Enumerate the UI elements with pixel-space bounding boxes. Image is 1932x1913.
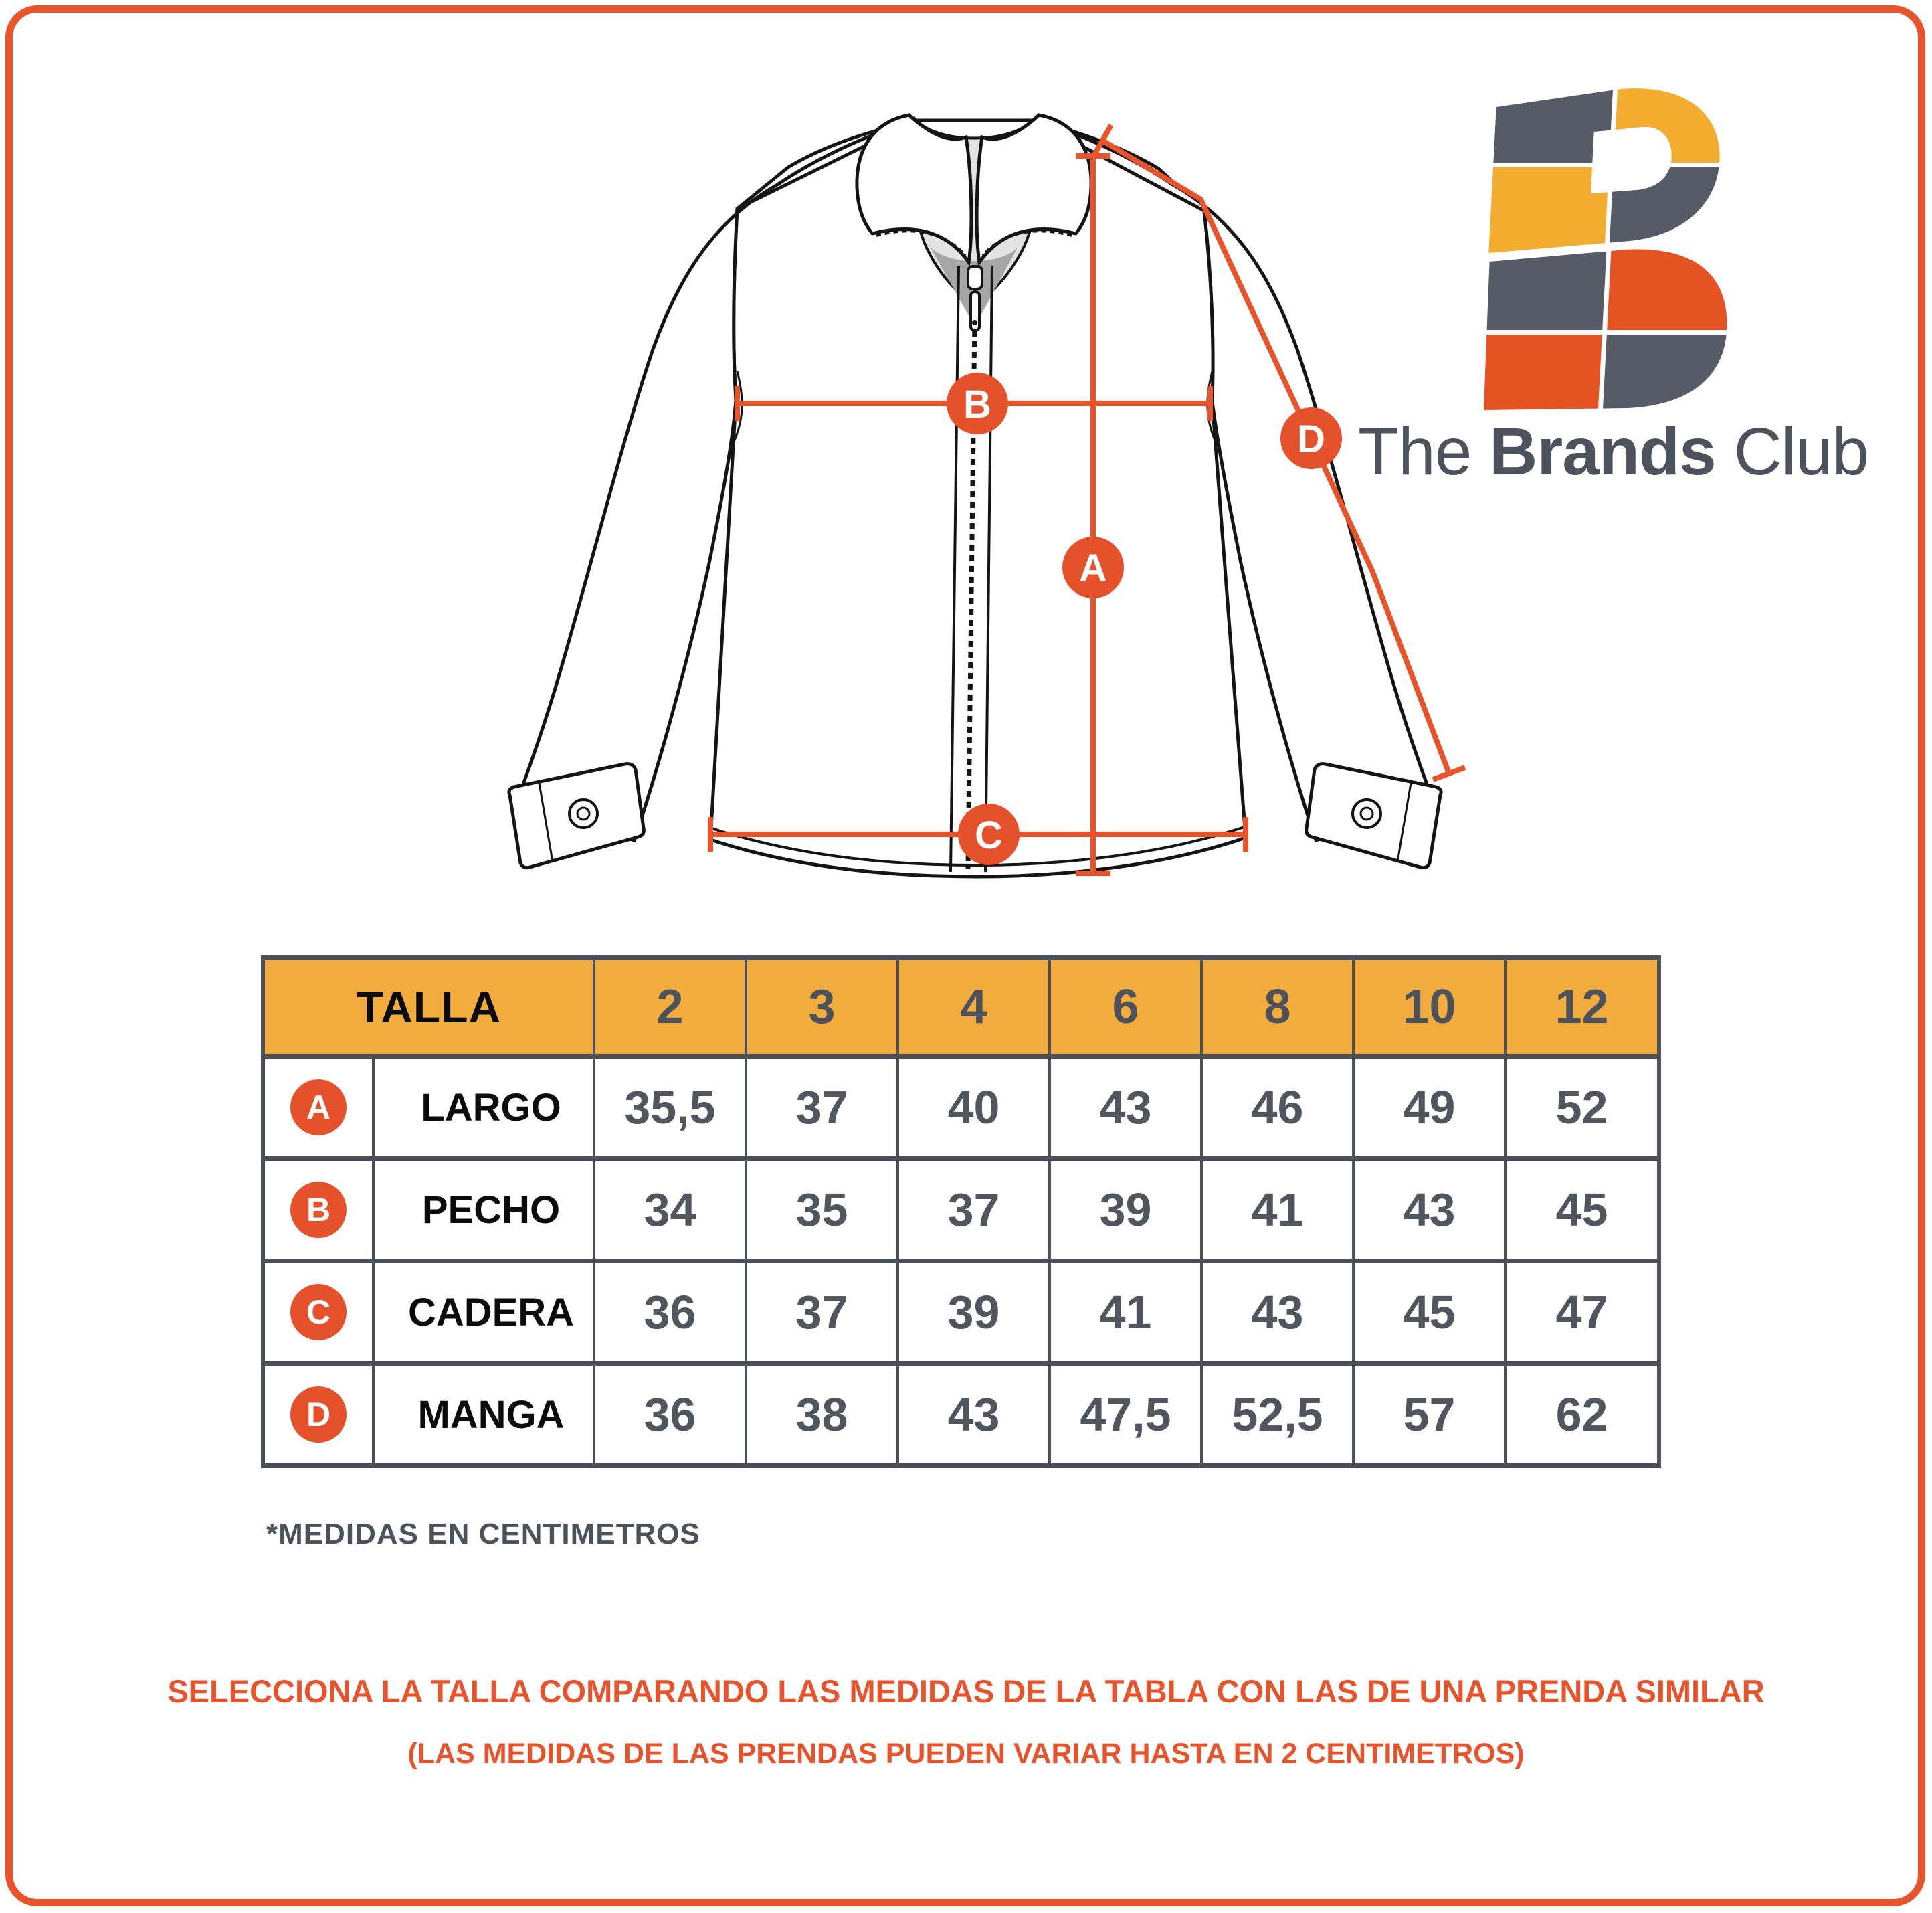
cell-value: 62 (1504, 1361, 1660, 1468)
row-badge-c: C (290, 1284, 347, 1340)
cell-value: 46 (1200, 1054, 1355, 1161)
cell-value: 43 (896, 1361, 1051, 1468)
cell-value: 45 (1352, 1259, 1507, 1366)
row-badge-d: D (290, 1386, 347, 1443)
instruction-line-2: (LAS MEDIDAS DE LAS PRENDAS PUEDEN VARIA… (407, 1738, 1525, 1770)
size-col-header: 12 (1504, 955, 1660, 1059)
cell-value: 39 (1048, 1156, 1203, 1263)
measure-badge-c: C (975, 814, 1003, 857)
cell-value: 43 (1200, 1259, 1355, 1366)
row-label: MANGA (417, 1392, 565, 1437)
cell-value: 36 (593, 1361, 747, 1468)
size-table-header-talla: TALLA (262, 955, 595, 1059)
cell-value: 40 (896, 1054, 1051, 1161)
size-col-header: 6 (1048, 955, 1203, 1059)
size-col-header: 2 (593, 955, 747, 1059)
cell-value: 43 (1352, 1156, 1507, 1263)
cell-value: 35 (745, 1156, 899, 1263)
right-sleeve (1032, 118, 1437, 843)
row-label: CADERA (407, 1290, 575, 1334)
table-row-largo: A LARGO 35,5 37 40 43 46 49 52 (262, 1054, 1660, 1161)
hem-stitch-line (711, 826, 1245, 867)
brand-logo-text: The Brands Club (1358, 414, 1893, 490)
cell-value: 41 (1048, 1259, 1203, 1366)
cell-value: 57 (1352, 1361, 1507, 1468)
cell-value: 38 (745, 1361, 899, 1468)
jacket-measurement-diagram: B A C D (507, 113, 1466, 879)
measure-badges: B A C D (947, 373, 1342, 865)
units-footnote: *MEDIDAS EN CENTIMETROS (266, 1518, 700, 1550)
measure-badge-d: D (1297, 418, 1325, 461)
cell-value: 34 (593, 1156, 747, 1263)
cell-value: 49 (1352, 1054, 1507, 1161)
page-border-frame (5, 5, 1925, 1906)
cell-value: 52,5 (1200, 1361, 1355, 1468)
size-table: TALLA 2 3 4 6 8 10 12 A LARGO 35,5 37 40… (261, 955, 1661, 1468)
size-col-header: 10 (1352, 955, 1507, 1059)
size-table-header-row: TALLA 2 3 4 6 8 10 12 (262, 955, 1660, 1059)
table-row-pecho: B PECHO 34 35 37 39 41 43 45 (262, 1156, 1660, 1263)
measure-badge-b: B (963, 383, 991, 426)
brand-word-the: The (1358, 414, 1472, 489)
right-cuff (1305, 762, 1443, 870)
size-col-header: 3 (745, 955, 899, 1059)
cell-value: 37 (896, 1156, 1051, 1263)
left-sleeve (513, 118, 918, 843)
cell-value: 43 (1048, 1054, 1203, 1161)
measure-line-a (1076, 153, 1110, 876)
table-row-cadera: C CADERA 36 37 39 41 43 45 47 (262, 1259, 1660, 1366)
size-col-header: 4 (896, 955, 1051, 1059)
brand-word-brands: Brands (1489, 414, 1717, 489)
brand-logo-icon (1482, 88, 1731, 410)
cell-value: 35,5 (593, 1054, 747, 1161)
sizing-instructions: SELECCIONA LA TALLA COMPARANDO LAS MEDID… (0, 1673, 1932, 1770)
cell-value: 52 (1504, 1054, 1660, 1161)
cell-value: 45 (1504, 1156, 1660, 1263)
row-label: PECHO (421, 1188, 561, 1232)
left-cuff (507, 762, 646, 870)
collar (855, 113, 1093, 267)
table-row-manga: D MANGA 36 38 43 47,5 52,5 57 62 (262, 1361, 1660, 1468)
instruction-line-1: SELECCIONA LA TALLA COMPARANDO LAS MEDID… (167, 1673, 1765, 1709)
cell-value: 41 (1200, 1156, 1355, 1263)
measure-line-d (1091, 124, 1466, 782)
row-label: LARGO (421, 1085, 561, 1129)
brand-word-club: Club (1733, 414, 1869, 489)
cell-value: 37 (745, 1054, 899, 1161)
cell-value: 36 (593, 1259, 747, 1366)
left-armpit-seam (733, 371, 743, 441)
row-badge-b: B (290, 1182, 347, 1238)
cell-value: 47 (1504, 1259, 1660, 1366)
cell-value: 39 (896, 1259, 1051, 1366)
size-col-header: 8 (1200, 955, 1355, 1059)
measure-badge-a: A (1079, 547, 1107, 590)
cell-value: 37 (745, 1259, 899, 1366)
row-badge-a: A (290, 1079, 347, 1135)
cell-value: 47,5 (1048, 1361, 1203, 1468)
